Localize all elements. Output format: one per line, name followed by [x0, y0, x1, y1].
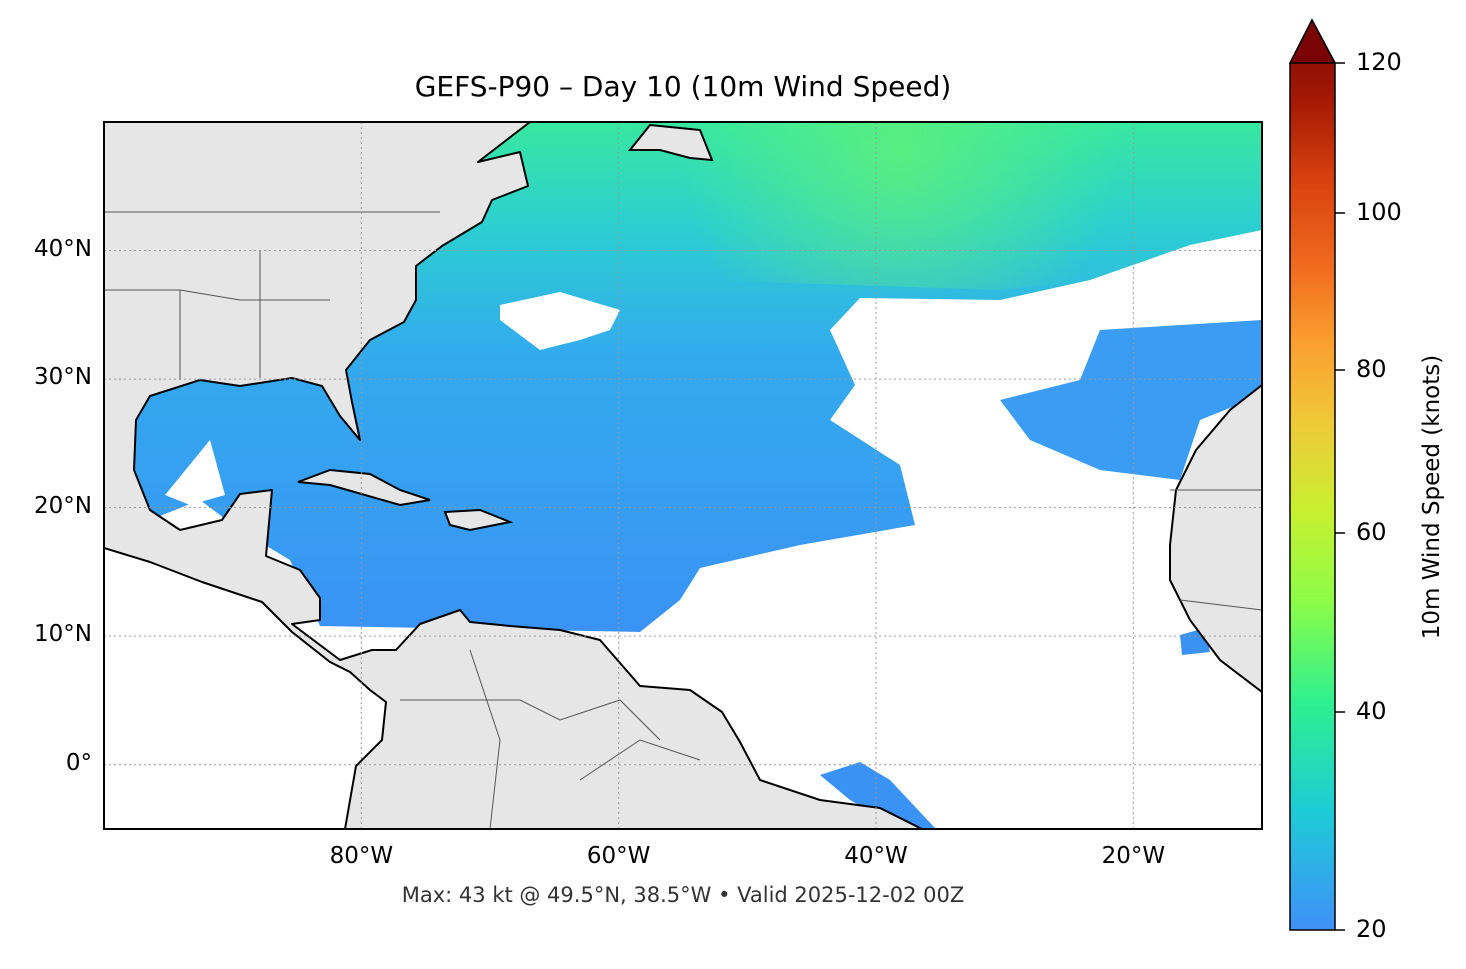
gridlines — [104, 122, 1262, 829]
colorbar-bar — [1289, 18, 1336, 931]
colorbar-label: 10m Wind Speed (knots) — [1419, 354, 1445, 640]
lat-tick-label: 20°N — [34, 492, 92, 519]
colorbar-tick-label: 80 — [1356, 355, 1387, 383]
colorbar-tick-label: 100 — [1356, 198, 1402, 226]
country-borders — [104, 211, 1262, 829]
land — [104, 122, 923, 829]
map-title: GEFS-P90 – Day 10 (10m Wind Speed) — [414, 70, 952, 103]
lat-tick-label: 10°N — [34, 621, 92, 648]
colorbar-tick-label: 40 — [1356, 697, 1387, 725]
lon-tick-label: 80°W — [329, 843, 394, 869]
wind-field-east — [1000, 320, 1262, 480]
colorbar-tick-label: 120 — [1356, 48, 1402, 76]
lat-tick-label: 40°N — [34, 235, 92, 262]
land-africa — [1169, 383, 1262, 694]
land-greenland — [627, 123, 714, 162]
land-hispaniola — [443, 508, 514, 532]
no-data-hole — [500, 292, 620, 350]
colorbar-extend-arrow — [1288, 18, 1337, 64]
colorbar-tick-label: 60 — [1356, 518, 1387, 546]
lon-tick-label: 60°W — [586, 843, 651, 869]
lat-tick-label: 0° — [65, 749, 92, 776]
wind-field-south — [820, 762, 935, 828]
no-data-hole-gulf — [165, 440, 225, 505]
colorbar-tick-label: 20 — [1356, 915, 1387, 943]
lon-tick-label: 40°W — [844, 843, 908, 869]
lon-tick-label: 20°W — [1101, 843, 1166, 869]
map-frame — [103, 121, 1263, 830]
wind-field-hotspot — [520, 122, 1262, 290]
map-footer: Max: 43 kt @ 49.5°N, 38.5°W • Valid 2025… — [401, 883, 965, 907]
land-cuba — [297, 468, 431, 507]
lat-tick-label: 30°N — [34, 364, 92, 391]
colorbar — [1288, 18, 1345, 931]
